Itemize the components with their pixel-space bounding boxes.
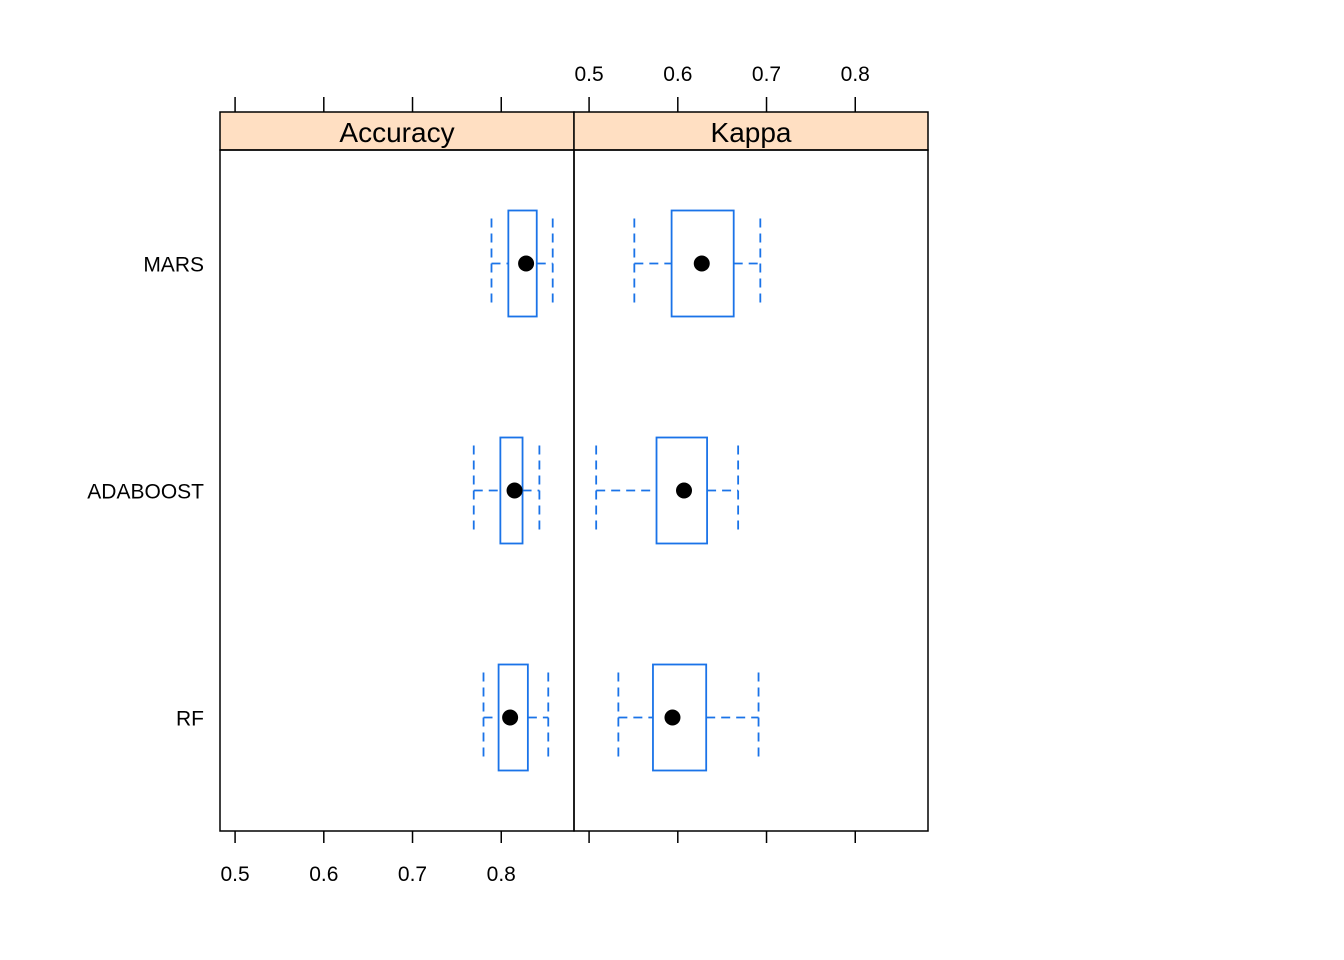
- x-tick-label-bottom-3: 0.8: [487, 863, 516, 886]
- median-dot-kappa-adaboost: [676, 482, 693, 499]
- x-tick-label-bottom-1: 0.6: [309, 863, 338, 886]
- box-kappa-rf: [652, 663, 708, 772]
- median-dot-kappa-mars: [693, 255, 710, 272]
- category-label-mars: MARS: [143, 254, 204, 277]
- median-dot-kappa-rf: [664, 709, 681, 726]
- category-label-adaboost: ADABOOST: [87, 481, 204, 504]
- x-tick-label-top-0: 0.5: [574, 63, 603, 86]
- median-dot-accuracy-adaboost: [506, 482, 523, 499]
- strip-kappa: [573, 111, 929, 151]
- box-accuracy-rf: [497, 663, 529, 772]
- median-dot-accuracy-mars: [518, 255, 535, 272]
- box-kappa-mars: [670, 209, 735, 318]
- strip-label-accuracy: Accuracy: [339, 117, 454, 148]
- x-tick-label-top-1: 0.6: [663, 63, 692, 86]
- strip-label-kappa: Kappa: [711, 117, 792, 148]
- x-tick-label-bottom-0: 0.5: [220, 863, 249, 886]
- panel-kappa: [573, 149, 929, 832]
- strip-accuracy: [219, 111, 575, 151]
- box-kappa-adaboost: [655, 436, 708, 545]
- category-label-rf: RF: [176, 708, 204, 731]
- box-accuracy-mars: [507, 209, 538, 318]
- median-dot-accuracy-rf: [502, 709, 519, 726]
- x-tick-label-top-2: 0.7: [752, 63, 781, 86]
- x-tick-label-bottom-2: 0.7: [398, 863, 427, 886]
- x-tick-label-top-3: 0.8: [841, 63, 870, 86]
